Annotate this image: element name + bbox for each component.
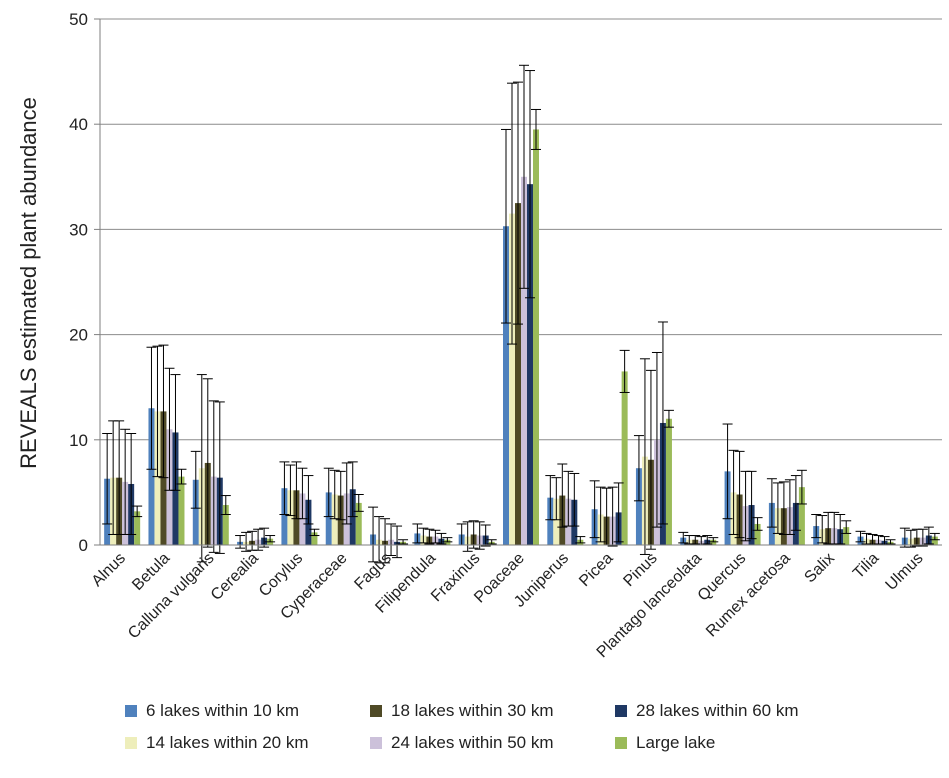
legend-item: Large lake <box>615 732 885 754</box>
legend-label: 24 lakes within 50 km <box>391 733 554 752</box>
bar <box>299 493 306 545</box>
bar <box>754 523 761 545</box>
axes <box>94 18 942 546</box>
legend-label: 6 lakes within 10 km <box>146 701 300 720</box>
bar <box>325 492 332 545</box>
bar <box>509 213 515 545</box>
bar <box>222 505 229 545</box>
bar <box>621 371 628 545</box>
legend-label: 18 lakes within 30 km <box>391 701 554 720</box>
y-axis-label: REVEALS estimated plant abundance <box>16 97 41 469</box>
bar <box>931 536 938 545</box>
bar <box>355 502 362 545</box>
bar <box>635 468 642 545</box>
bar <box>148 408 155 545</box>
legend-item: 18 lakes within 30 km <box>370 700 615 722</box>
y-tick-label: 40 <box>69 115 88 134</box>
legend-swatch <box>615 705 627 717</box>
x-tick-label: Picea <box>576 550 616 590</box>
x-tick-label: Salix <box>801 550 838 587</box>
bar <box>134 511 141 545</box>
legend-swatch <box>125 705 137 717</box>
y-tick-label: 30 <box>69 220 88 239</box>
legend-item: 6 lakes within 10 km <box>125 700 370 722</box>
legend-item: 24 lakes within 50 km <box>370 732 615 754</box>
bar-groups <box>104 129 938 546</box>
x-tick-label: Cerealia <box>208 550 262 604</box>
legend-swatch <box>370 705 382 717</box>
error-bars <box>102 64 940 564</box>
bar <box>331 494 338 545</box>
legend: 6 lakes within 10 km 18 lakes within 30 k… <box>125 700 885 754</box>
bar <box>521 176 527 546</box>
bar <box>287 490 294 545</box>
x-tick-label: Alnus <box>89 550 129 590</box>
x-tick-label: Pinus <box>620 550 660 590</box>
bar <box>843 527 850 545</box>
bar <box>527 184 533 545</box>
legend-swatch <box>615 737 627 749</box>
y-tick-label: 50 <box>69 10 88 29</box>
bar <box>444 539 451 545</box>
y-tick-label: 10 <box>69 431 88 450</box>
bar <box>281 488 288 545</box>
bar <box>192 479 199 545</box>
legend-swatch <box>370 737 382 749</box>
bar <box>349 489 356 545</box>
bar <box>178 476 185 545</box>
bar <box>311 532 318 545</box>
bar <box>515 203 521 545</box>
bar <box>798 487 805 545</box>
y-tick-label: 20 <box>69 326 88 345</box>
y-tick-label: 0 <box>79 536 88 555</box>
legend-swatch <box>125 737 137 749</box>
y-tick-labels: 0 10 20 30 40 50 <box>69 10 88 555</box>
legend-label: Large lake <box>636 733 716 752</box>
bar <box>533 129 539 545</box>
legend-item: 28 lakes within 60 km <box>615 700 885 722</box>
bar <box>665 418 672 545</box>
bar <box>160 411 167 545</box>
bar <box>710 539 717 545</box>
legend-label: 28 lakes within 60 km <box>636 701 799 720</box>
legend-label: 14 lakes within 20 km <box>146 733 309 752</box>
bar <box>503 226 509 545</box>
bar <box>553 498 560 545</box>
x-tick-label: Tilia <box>850 550 882 582</box>
bar <box>547 497 554 545</box>
legend-item: 14 lakes within 20 km <box>125 732 370 754</box>
bar <box>154 411 161 545</box>
x-tick-label: Ulmus <box>883 550 927 594</box>
bar <box>337 495 344 545</box>
x-tick-label: Rumex acetosa <box>703 550 794 641</box>
